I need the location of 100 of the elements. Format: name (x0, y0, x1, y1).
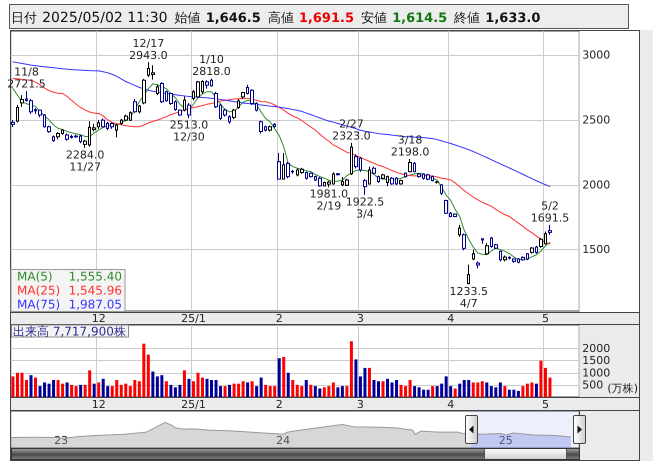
candlestick (277, 152, 281, 180)
bar (232, 384, 236, 397)
bar (534, 384, 538, 397)
bar (454, 388, 457, 397)
candlestick (160, 82, 164, 104)
candlestick (196, 80, 200, 98)
bar (309, 384, 312, 397)
bar (400, 384, 403, 397)
chart-title: 出来高 7,717,900株 (13, 324, 126, 338)
bar (56, 380, 60, 397)
bar (282, 357, 286, 397)
candlestick (404, 172, 407, 178)
candlestick (417, 172, 421, 178)
bar (224, 386, 227, 397)
bar (376, 381, 380, 397)
text: 2/27 2323.0 (332, 117, 371, 142)
candlestick (151, 64, 155, 80)
bar (498, 382, 502, 397)
bar (431, 386, 434, 397)
text: MA(25) (17, 284, 60, 298)
bar (164, 381, 168, 397)
bar (436, 386, 439, 397)
candlestick (481, 238, 484, 244)
bar (66, 382, 69, 397)
bar (530, 382, 534, 397)
y-tick-label: 2000 (582, 178, 610, 192)
bar (503, 386, 506, 397)
x-tick-label: 5 (542, 312, 549, 325)
x-tick-label: 2 (276, 312, 283, 325)
text: 終値 1,633.0 (454, 10, 540, 26)
text: 日付 2025/05/02 11:30 (11, 10, 168, 26)
x-tick-label: 25/1 (181, 398, 206, 411)
candlestick (345, 178, 349, 187)
text: MA(5) (17, 270, 53, 284)
x-tick-label: 4 (447, 398, 454, 411)
x-tick-label: 4 (447, 312, 454, 325)
bar (458, 384, 462, 397)
bar (30, 375, 33, 397)
candlestick (16, 104, 19, 123)
bar (413, 386, 416, 397)
y-tick-label: 500 (582, 378, 604, 392)
bar (350, 341, 353, 397)
text: 安値 1,614.5 (361, 10, 448, 26)
y-tick-label: 1500 (582, 243, 610, 256)
bar (187, 378, 190, 397)
bar (340, 386, 344, 397)
candlestick (476, 260, 480, 270)
x-tick-label: 3 (356, 398, 364, 411)
text: MA(75) (17, 298, 60, 312)
candlestick (530, 246, 534, 254)
candlestick (390, 176, 394, 186)
bar (160, 375, 164, 397)
y-tick-label: 2000 (582, 342, 610, 356)
x-tick-label: 24 (276, 434, 290, 447)
text: 3/18 2198.0 (390, 134, 430, 159)
bar (382, 381, 384, 397)
bar (363, 368, 366, 397)
text: 1922.5 3/4 (346, 195, 384, 220)
text: 2513.0 12/30 (170, 118, 208, 144)
text: 始値 1,646.5 (174, 10, 261, 26)
candlestick (399, 179, 403, 186)
candlestick (20, 94, 24, 108)
text: 1/10 2818.0 (192, 53, 231, 78)
candlestick (65, 132, 69, 142)
x-tick-label: 23 (54, 434, 68, 447)
candlestick (472, 249, 475, 261)
candlestick (548, 224, 552, 236)
candlestick (435, 180, 439, 184)
candlestick (124, 114, 128, 122)
bar (97, 382, 100, 397)
bar (286, 372, 290, 397)
annotation: 1,987.05 (68, 298, 122, 312)
candlestick (467, 264, 470, 285)
candlestick (268, 125, 272, 132)
bar (92, 384, 96, 397)
x-tick-label: 3 (356, 312, 364, 325)
text: 12/17 2943.0 (129, 36, 168, 62)
y-axis-title: (万株) (607, 382, 638, 395)
text: 1233.5 4/7 (449, 284, 488, 310)
text: 高値 1,691.5 (268, 10, 354, 26)
y-tick-label: 1500 (582, 354, 610, 368)
bar (332, 382, 335, 397)
annotation: 1,545.96 (68, 284, 122, 298)
bar (291, 380, 294, 397)
bar (182, 370, 186, 397)
x-tick-label: 5 (542, 398, 549, 411)
candlestick (318, 176, 322, 188)
bar (34, 378, 38, 397)
candlestick (521, 256, 525, 262)
candlestick (426, 173, 430, 181)
candlestick (309, 172, 313, 178)
candlestick (440, 184, 443, 196)
candlestick (453, 212, 457, 218)
x-tick-label: 25 (498, 434, 513, 447)
candlestick (101, 118, 105, 128)
bar (246, 382, 250, 397)
text: 2284.0 11/27 (66, 148, 104, 174)
candlestick (232, 108, 236, 120)
candlestick (444, 199, 448, 214)
text: 1981.0 2/19 (310, 188, 348, 213)
